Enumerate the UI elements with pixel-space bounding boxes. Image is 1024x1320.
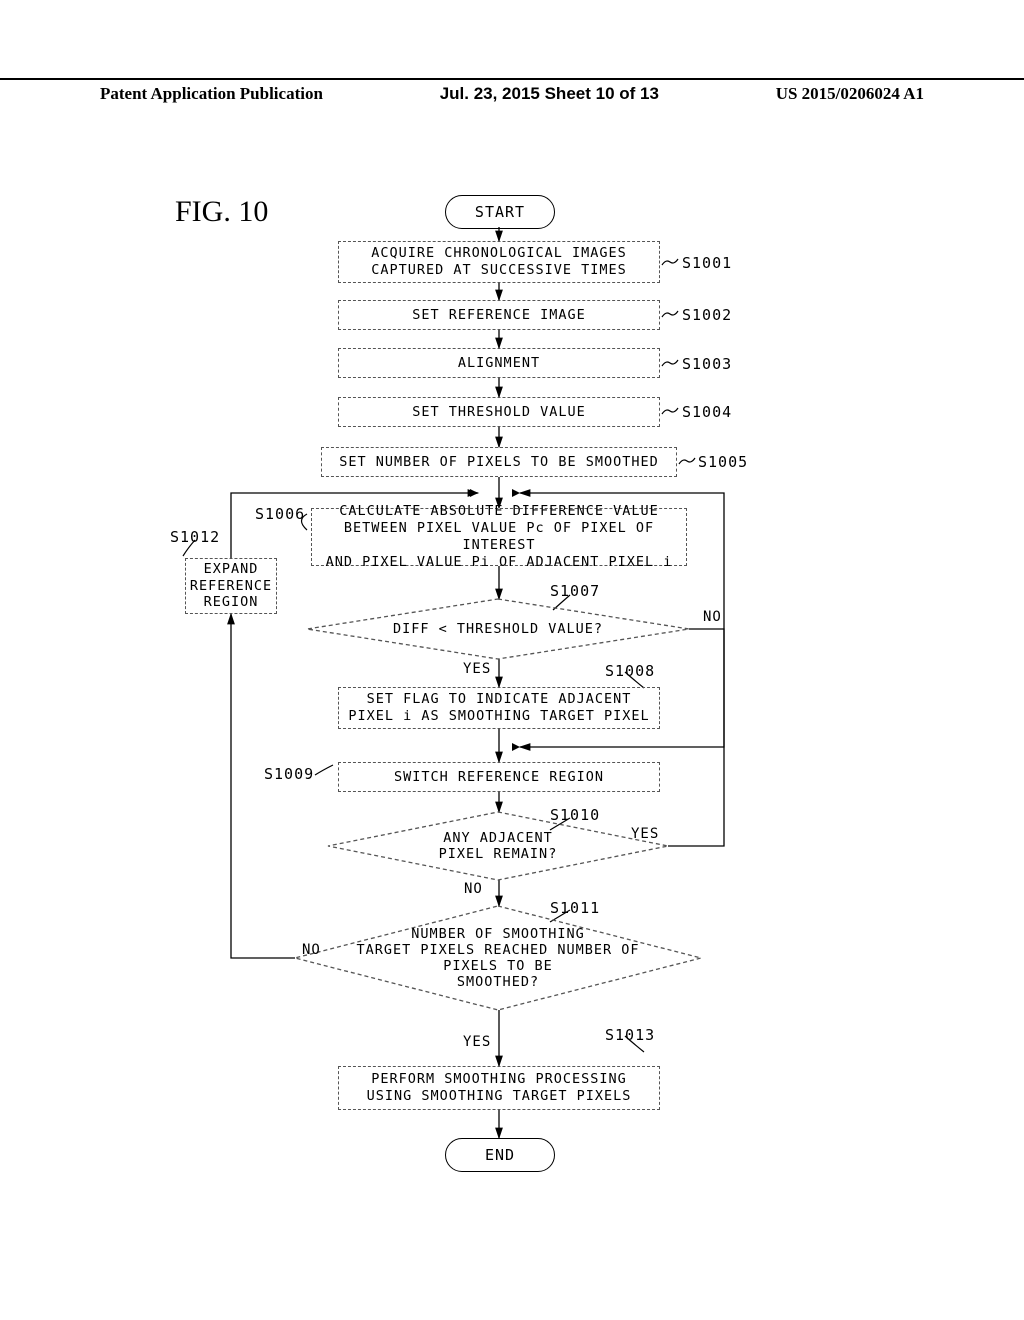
step-label-s1006: S1006 [255,505,305,523]
edge-label-d1010_no: NO [464,881,483,897]
edge-label-d1011_yes: YES [463,1034,491,1050]
edge-label-d1011_no: NO [302,942,321,958]
step-label-s1012: S1012 [170,528,220,546]
edge-label-d1010_yes: YES [631,826,659,842]
header-right: US 2015/0206024 A1 [776,84,924,104]
node-s1012: EXPANDREFERENCEREGION [185,558,277,614]
step-label-s1013: S1013 [605,1026,655,1044]
node-s1002: SET REFERENCE IMAGE [338,300,660,330]
node-s1004: SET THRESHOLD VALUE [338,397,660,427]
node-s1005: SET NUMBER OF PIXELS TO BE SMOOTHED [321,447,677,477]
node-s1013: PERFORM SMOOTHING PROCESSINGUSING SMOOTH… [338,1066,660,1110]
node-s1010: ANY ADJACENTPIXEL REMAIN? [338,816,658,876]
node-s1003: ALIGNMENT [338,348,660,378]
figure-label: FIG. 10 [175,195,268,229]
node-s1007: DIFF < THRESHOLD VALUE? [317,603,679,655]
step-label-s1005: S1005 [698,453,748,471]
node-end: END [445,1138,555,1172]
header-left: Patent Application Publication [100,84,323,104]
step-label-s1004: S1004 [682,403,732,421]
node-start: START [445,195,555,229]
page: Patent Application Publication Jul. 23, … [0,0,1024,1320]
step-label-s1011: S1011 [550,899,600,917]
header-center: Jul. 23, 2015 Sheet 10 of 13 [440,84,659,104]
edge-label-d1007_yes: YES [463,661,491,677]
node-s1001: ACQUIRE CHRONOLOGICAL IMAGESCAPTURED AT … [338,241,660,283]
step-label-s1009: S1009 [264,765,314,783]
node-s1009: SWITCH REFERENCE REGION [338,762,660,792]
step-label-s1008: S1008 [605,662,655,680]
node-s1006: CALCULATE ABSOLUTE DIFFERENCE VALUEBETWE… [311,508,687,566]
page-header: Patent Application Publication Jul. 23, … [0,78,1024,104]
step-label-s1007: S1007 [550,582,600,600]
node-s1011: NUMBER OF SMOOTHINGTARGET PIXELS REACHED… [305,910,691,1006]
step-label-s1001: S1001 [682,254,732,272]
edge-label-d1007_no: NO [703,609,722,625]
step-label-s1003: S1003 [682,355,732,373]
step-label-s1002: S1002 [682,306,732,324]
node-s1008: SET FLAG TO INDICATE ADJACENTPIXEL i AS … [338,687,660,729]
step-label-s1010: S1010 [550,806,600,824]
